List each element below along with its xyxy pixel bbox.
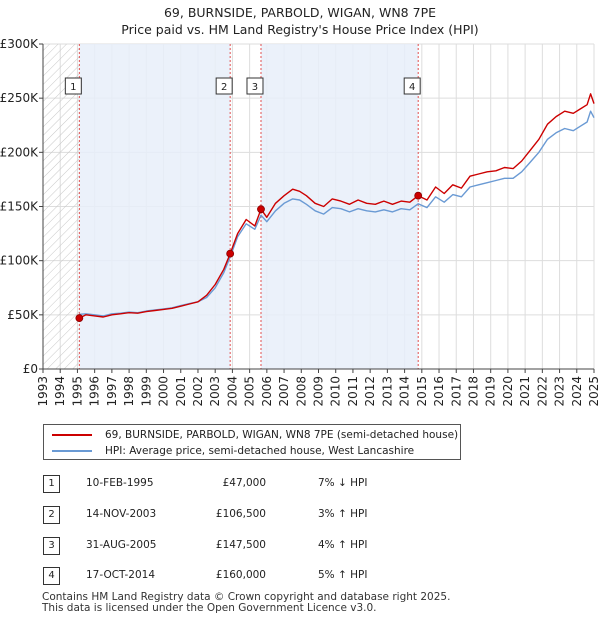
transaction-hpi-diff: 5% ↑ HPI [318,569,368,581]
sale-marker-label: 2 [221,82,227,93]
x-tick-label: 2009 [312,376,326,407]
x-tick-label: 2012 [363,376,377,407]
x-tick-label: 2006 [260,376,274,407]
x-tick-label: 2024 [570,376,584,407]
x-tick-label: 2023 [553,376,567,407]
legend-item-hpi: HPI: Average price, semi-detached house,… [52,443,414,459]
transaction-hpi-diff: 3% ↑ HPI [318,508,368,520]
x-tick-label: 2001 [174,376,188,407]
transaction-number: 4 [43,567,60,585]
transaction-price: £160,000 [215,569,266,581]
legend-swatch-hpi [52,450,92,452]
transaction-date: 14-NOV-2003 [86,508,157,520]
sale-marker-box [215,77,233,95]
transaction-row: 1 10-FEB-1995 £47,000 7% ↓ HPI [0,475,600,493]
chart-title: 69, BURNSIDE, PARBOLD, WIGAN, WN8 7PE [163,5,436,20]
y-tick-label: £100K [0,254,39,268]
x-tick-label: 2004 [225,376,239,407]
footer-copyright: Contains HM Land Registry data © Crown c… [42,591,451,603]
sale-point [226,249,235,258]
y-tick-label: £200K [0,145,39,159]
x-tick-label: 2013 [380,376,394,407]
transaction-price: £47,000 [222,477,266,489]
sale-point [257,205,265,214]
y-tick-label: £300K [0,37,39,51]
y-tick-label: £0 [23,362,38,376]
x-tick-label: 2025 [587,376,600,407]
x-tick-label: 1995 [70,376,84,407]
legend-swatch-property [52,434,92,436]
property-price-line [78,93,595,319]
ownership-shade [79,44,231,369]
chart-subtitle: Price paid vs. HM Land Registry's House … [121,22,479,37]
transaction-price: £106,500 [215,508,266,520]
x-tick-label: 1997 [105,376,119,407]
x-tick-label: 2017 [449,376,463,407]
x-tick-label: 2016 [432,376,446,407]
x-tick-label: 2007 [277,376,291,407]
legend-item-property: 69, BURNSIDE, PARBOLD, WIGAN, WN8 7PE (s… [52,427,458,443]
hatched-region [43,44,80,369]
x-tick-label: 2019 [484,376,498,407]
transaction-date: 10-FEB-1995 [86,477,154,489]
transaction-price: £147,500 [215,539,266,551]
legend: 69, BURNSIDE, PARBOLD, WIGAN, WN8 7PE (s… [43,424,461,460]
transaction-hpi-diff: 4% ↑ HPI [318,539,368,551]
x-tick-label: 2020 [501,376,515,407]
ownership-shade [260,44,419,369]
footer-licence: This data is licensed under the Open Gov… [42,602,377,614]
transaction-row: 2 14-NOV-2003 £106,500 3% ↑ HPI [0,506,600,524]
transaction-number: 3 [43,537,60,555]
sale-marker-box [64,77,82,95]
sale-marker-box [403,77,421,95]
sale-marker-label: 4 [409,82,415,93]
x-tick-label: 2000 [157,376,171,407]
transaction-date: 31-AUG-2005 [86,539,157,551]
x-tick-label: 1996 [88,376,102,407]
y-tick-label: £50K [7,308,39,322]
transaction-date: 17-OCT-2014 [86,569,155,581]
x-tick-label: 2011 [346,376,360,407]
x-tick-label: 2002 [191,376,205,407]
x-tick-label: 1994 [53,376,67,407]
x-tick-label: 2010 [329,376,343,407]
transaction-hpi-diff: 7% ↓ HPI [318,477,368,489]
transaction-row: 4 17-OCT-2014 £160,000 5% ↑ HPI [0,567,600,585]
x-tick-label: 2008 [294,376,308,407]
x-tick-label: 2014 [398,376,412,407]
sale-marker-box [246,77,264,95]
x-tick-label: 2003 [208,376,222,407]
x-tick-label: 1993 [36,376,50,407]
x-tick-label: 2022 [535,376,549,407]
x-tick-label: 2021 [518,376,532,407]
x-tick-label: 1999 [139,376,153,407]
x-tick-label: 2015 [415,376,429,407]
sale-point [75,314,84,322]
legend-label-hpi: HPI: Average price, semi-detached house,… [105,445,415,457]
sale-marker-label: 1 [70,82,76,93]
y-tick-label: £250K [0,91,39,105]
transaction-row: 3 31-AUG-2005 £147,500 4% ↑ HPI [0,537,600,555]
legend-label-property: 69, BURNSIDE, PARBOLD, WIGAN, WN8 7PE (s… [105,429,459,441]
transaction-number: 1 [43,475,60,493]
y-tick-label: £150K [0,200,39,214]
price-chart: 1 2 3 4 £0 £50K £100K £150K £200K £250K £300K 1993… [0,37,600,407]
sale-marker-label: 3 [252,82,258,93]
transaction-number: 2 [43,506,60,524]
sale-point [414,191,423,200]
x-tick-label: 2018 [466,376,480,407]
x-tick-label: 2005 [243,376,257,407]
x-tick-label: 1998 [122,376,136,407]
